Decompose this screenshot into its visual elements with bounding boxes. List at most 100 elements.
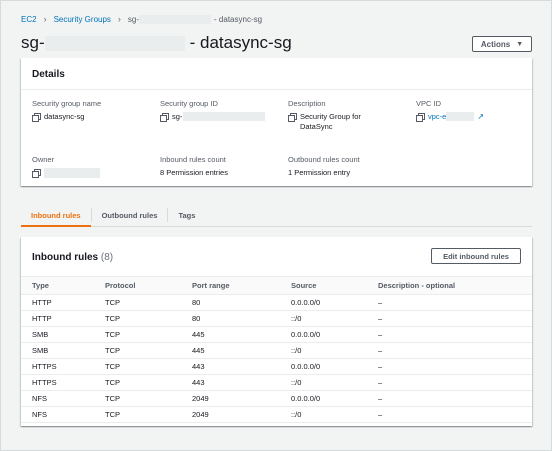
table-cell: TCP bbox=[94, 374, 181, 391]
field-group-id: Security group ID sg- bbox=[160, 99, 280, 122]
field-vpc-id: VPC ID vpc-e ↗ bbox=[416, 99, 536, 122]
table-cell: SMB bbox=[21, 326, 94, 343]
inbound-count-value: 8 Permission entries bbox=[160, 168, 228, 177]
table-cell: 80 bbox=[181, 294, 280, 311]
field-value bbox=[32, 168, 152, 178]
description-value: Security Group for DataSync bbox=[300, 112, 361, 131]
field-label: Security group name bbox=[32, 99, 102, 108]
chevron-right-icon: › bbox=[117, 14, 121, 24]
table-cell: HTTP bbox=[21, 310, 94, 327]
redacted-id bbox=[139, 14, 212, 24]
field-value: 8 Permission entries bbox=[160, 168, 280, 178]
page-title: sg- - datasync-sg bbox=[21, 32, 292, 54]
table-cell: – bbox=[367, 294, 532, 311]
table-cell: 0.0.0.0/0 bbox=[280, 358, 367, 375]
table-cell: – bbox=[367, 310, 532, 327]
column-header: Source bbox=[280, 276, 367, 295]
table-cell: ::/0 bbox=[280, 374, 367, 391]
details-title: Details bbox=[32, 69, 65, 80]
table-cell: SMB bbox=[21, 342, 94, 359]
field-owner: Owner bbox=[32, 155, 152, 178]
tab-tags[interactable]: Tags bbox=[178, 210, 196, 220]
table-cell: TCP bbox=[94, 390, 181, 407]
column-header: Port range bbox=[181, 276, 280, 295]
copy-icon[interactable] bbox=[288, 113, 297, 122]
table-cell: – bbox=[367, 358, 532, 375]
table-row: NFS TCP 2049::/0– bbox=[21, 406, 532, 423]
field-label: VPC ID bbox=[416, 99, 442, 108]
column-header: Type bbox=[21, 276, 94, 295]
redacted-owner bbox=[44, 168, 100, 178]
field-label: Outbound rules count bbox=[288, 155, 360, 164]
caret-down-icon: ▼ bbox=[516, 40, 524, 48]
table-cell: TCP bbox=[94, 294, 181, 311]
edit-inbound-rules-button[interactable]: Edit inbound rules bbox=[431, 248, 521, 264]
table-cell: – bbox=[367, 406, 532, 423]
copy-icon[interactable] bbox=[160, 113, 169, 122]
table-cell: HTTPS bbox=[21, 358, 94, 375]
field-value: vpc-e ↗ bbox=[416, 112, 536, 122]
table-cell: 445 bbox=[181, 342, 280, 359]
page-title-suffix: - datasync-sg bbox=[189, 33, 292, 52]
field-description: Description Security Group for DataSync bbox=[288, 99, 408, 132]
table-cell: – bbox=[367, 326, 532, 343]
inbound-rules-title: Inbound rules (8) bbox=[32, 252, 113, 263]
copy-icon[interactable] bbox=[32, 113, 41, 122]
column-header: Description - optional bbox=[367, 276, 532, 295]
table-cell: ::/0 bbox=[280, 310, 367, 327]
field-outbound-count: Outbound rules count 1 Permission entry bbox=[288, 155, 408, 178]
vpc-id-link[interactable]: vpc-e bbox=[428, 112, 447, 121]
redacted-id bbox=[44, 35, 185, 51]
field-group-name: Security group name datasync-sg bbox=[32, 99, 152, 122]
field-label: Security group ID bbox=[160, 99, 218, 108]
divider bbox=[21, 89, 532, 90]
breadcrumb: EC2 › Security Groups › sg- - datasync-s… bbox=[21, 13, 262, 25]
table-cell: 443 bbox=[181, 374, 280, 391]
table-cell: NFS bbox=[21, 406, 94, 423]
breadcrumb-security-groups-link[interactable]: Security Groups bbox=[53, 14, 111, 24]
field-label: Description bbox=[288, 99, 326, 108]
table-row: SMB TCP 445::/0– bbox=[21, 342, 532, 359]
field-label: Inbound rules count bbox=[160, 155, 226, 164]
table-cell: 445 bbox=[181, 326, 280, 343]
table-cell: TCP bbox=[94, 342, 181, 359]
external-link-icon[interactable]: ↗ bbox=[477, 112, 485, 121]
copy-icon[interactable] bbox=[32, 169, 41, 178]
field-label: Owner bbox=[32, 155, 55, 164]
tab-divider bbox=[90, 208, 92, 222]
table-cell: TCP bbox=[94, 406, 181, 423]
inbound-rules-title-text: Inbound rules bbox=[32, 252, 99, 263]
group-id-value: sg- bbox=[172, 112, 183, 121]
table-row: HTTP TCP 80 0.0.0.0/0– bbox=[21, 294, 532, 311]
tab-outbound-rules[interactable]: Outbound rules bbox=[101, 210, 158, 220]
table-cell: HTTP bbox=[21, 294, 94, 311]
table-cell: – bbox=[367, 390, 532, 407]
table-row: HTTPS TCP 443::/0– bbox=[21, 374, 532, 391]
inbound-rules-table: Type Protocol Port range Source Descript… bbox=[21, 276, 532, 423]
actions-button[interactable]: Actions ▼ bbox=[472, 36, 532, 52]
chevron-right-icon: › bbox=[43, 14, 47, 24]
table-cell: 2049 bbox=[181, 406, 280, 423]
table-header-row: Type Protocol Port range Source Descript… bbox=[21, 276, 532, 295]
copy-icon[interactable] bbox=[416, 113, 425, 122]
table-cell: – bbox=[367, 342, 532, 359]
tab-bar: Inbound rules Outbound rules Tags bbox=[21, 205, 532, 227]
field-value: datasync-sg bbox=[32, 112, 152, 122]
inbound-rules-count: (8) bbox=[100, 252, 114, 263]
table-cell: ::/0 bbox=[280, 406, 367, 423]
page-title-prefix: sg- bbox=[21, 33, 45, 52]
table-cell: TCP bbox=[94, 326, 181, 343]
actions-button-label: Actions bbox=[480, 39, 511, 49]
column-header: Protocol bbox=[94, 276, 181, 295]
tab-divider bbox=[167, 208, 169, 222]
table-row: HTTPS TCP 443 0.0.0.0/0– bbox=[21, 358, 532, 375]
table-cell: NFS bbox=[21, 390, 94, 407]
table-cell: HTTPS bbox=[21, 374, 94, 391]
field-value: 1 Permission entry bbox=[288, 168, 408, 178]
table-cell: TCP bbox=[94, 358, 181, 375]
tab-inbound-rules[interactable]: Inbound rules bbox=[21, 205, 91, 227]
breadcrumb-ec2-link[interactable]: EC2 bbox=[21, 14, 37, 24]
outbound-count-value: 1 Permission entry bbox=[288, 168, 351, 177]
table-cell: ::/0 bbox=[280, 342, 367, 359]
table-cell: 0.0.0.0/0 bbox=[280, 390, 367, 407]
